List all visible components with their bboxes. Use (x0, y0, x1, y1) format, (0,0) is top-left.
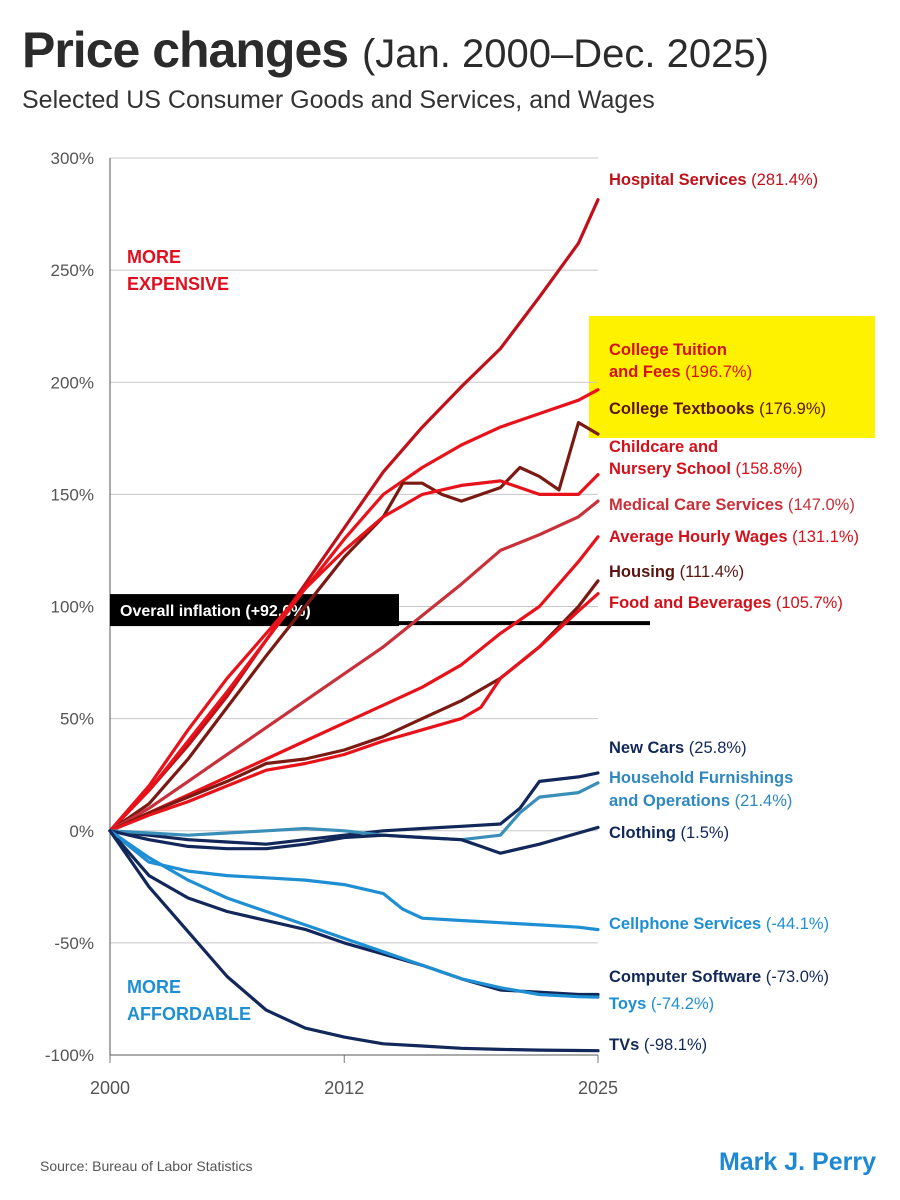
series-line (108, 388, 600, 833)
x-tick-label: 2000 (90, 1078, 130, 1098)
series-label: Household Furnishings (609, 769, 793, 787)
y-tick-label: 300% (51, 149, 94, 168)
series-line (108, 499, 600, 833)
series-line (108, 825, 600, 855)
series-label: Housing (111.4%) (609, 563, 744, 581)
series-pct: (147.0%) (783, 496, 855, 514)
title-bold: Price changes (22, 22, 349, 78)
y-tick-label: 0% (69, 822, 94, 841)
series-name: New Cars (609, 739, 684, 757)
y-tick-label: 150% (51, 485, 94, 504)
series-pct: (21.4%) (730, 792, 792, 810)
series-name: Average Hourly Wages (609, 528, 788, 546)
series-pct: (176.9%) (754, 400, 826, 418)
series-label: Medical Care Services (147.0%) (609, 496, 855, 514)
series-label: Toys (-74.2%) (609, 995, 714, 1013)
series-line (108, 829, 600, 1053)
title-date-range: (Jan. 2000–Dec. 2025) (361, 32, 769, 76)
series-name: College Textbooks (609, 400, 754, 418)
series-label: College Tuition (609, 341, 727, 359)
series-line (108, 829, 600, 999)
series-line (108, 473, 600, 833)
series-pct: (111.4%) (675, 563, 744, 581)
inflation-label: Overall inflation (+92.6%) (120, 603, 311, 620)
series-name: Clothing (609, 824, 676, 842)
y-tick-label: 50% (60, 710, 94, 729)
series-name: Hospital Services (609, 171, 747, 189)
series-label: Food and Beverages (105.7%) (609, 594, 843, 612)
series-label: College Textbooks (176.9%) (609, 400, 826, 418)
series-line (108, 535, 600, 833)
series-pct: (196.7%) (681, 363, 753, 381)
y-tick-label: -50% (54, 934, 94, 953)
series-line (108, 421, 600, 833)
series-pct: (158.8%) (731, 460, 803, 478)
series-name: Food and Beverages (609, 594, 771, 612)
series-name: College Tuition (609, 341, 727, 359)
series-label: Average Hourly Wages (131.1%) (609, 528, 859, 546)
y-tick-label: 200% (51, 373, 94, 392)
series-line (108, 771, 600, 846)
series-line (108, 829, 600, 932)
y-tick-label: 250% (51, 261, 94, 280)
more-affordable-label: AFFORDABLE (127, 1004, 251, 1024)
series-pct: (-73.0%) (761, 968, 829, 986)
series-name: Cellphone Services (609, 915, 761, 933)
series-name: Housing (609, 563, 675, 581)
series-pct: (1.5%) (676, 824, 729, 842)
author-credit: Mark J. Perry (718, 1148, 876, 1176)
x-tick-label: 2025 (578, 1078, 618, 1098)
series-label: Nursery School (158.8%) (609, 460, 803, 478)
series-name: and Fees (609, 363, 681, 381)
series-line (108, 829, 600, 997)
series-label: Cellphone Services (-44.1%) (609, 915, 829, 933)
series-name: and Operations (609, 792, 730, 810)
series-label: and Operations (21.4%) (609, 792, 792, 810)
page-title: Price changes (Jan. 2000–Dec. 2025) (22, 20, 769, 84)
series-pct: (281.4%) (747, 171, 819, 189)
source-note: Source: Bureau of Labor Statistics (40, 1158, 253, 1174)
series-line (108, 198, 600, 833)
series-name: Medical Care Services (609, 496, 783, 514)
more-expensive-label: MORE (127, 247, 181, 267)
series-label: TVs (-98.1%) (609, 1036, 707, 1054)
highlight-box (589, 316, 875, 438)
y-tick-label: 100% (51, 598, 94, 617)
series-pct: (131.1%) (788, 528, 860, 546)
more-expensive-label: EXPENSIVE (127, 274, 229, 294)
series-name: Childcare and (609, 438, 718, 456)
series-pct: (-44.1%) (761, 915, 829, 933)
series-label: Computer Software (-73.0%) (609, 968, 829, 986)
series-label: Childcare and (609, 438, 718, 456)
series-label: Hospital Services (281.4%) (609, 171, 818, 189)
series-pct: (25.8%) (684, 739, 746, 757)
series-label: Clothing (1.5%) (609, 824, 729, 842)
more-affordable-label: MORE (127, 977, 181, 997)
x-tick-label: 2012 (324, 1078, 364, 1098)
series-pct: (105.7%) (771, 594, 843, 612)
series-label: New Cars (25.8%) (609, 739, 747, 757)
series-name: Computer Software (609, 968, 761, 986)
series-name: Nursery School (609, 460, 731, 478)
series-name: Household Furnishings (609, 769, 793, 787)
page-subtitle: Selected US Consumer Goods and Services,… (22, 86, 655, 114)
series-name: TVs (609, 1036, 639, 1054)
series-label: and Fees (196.7%) (609, 363, 752, 381)
series-name: Toys (609, 995, 646, 1013)
inflation-label-box (110, 594, 399, 627)
y-tick-label: -100% (45, 1046, 94, 1065)
series-line (108, 592, 600, 833)
series-pct: (-98.1%) (639, 1036, 707, 1054)
series-pct: (-74.2%) (646, 995, 714, 1013)
